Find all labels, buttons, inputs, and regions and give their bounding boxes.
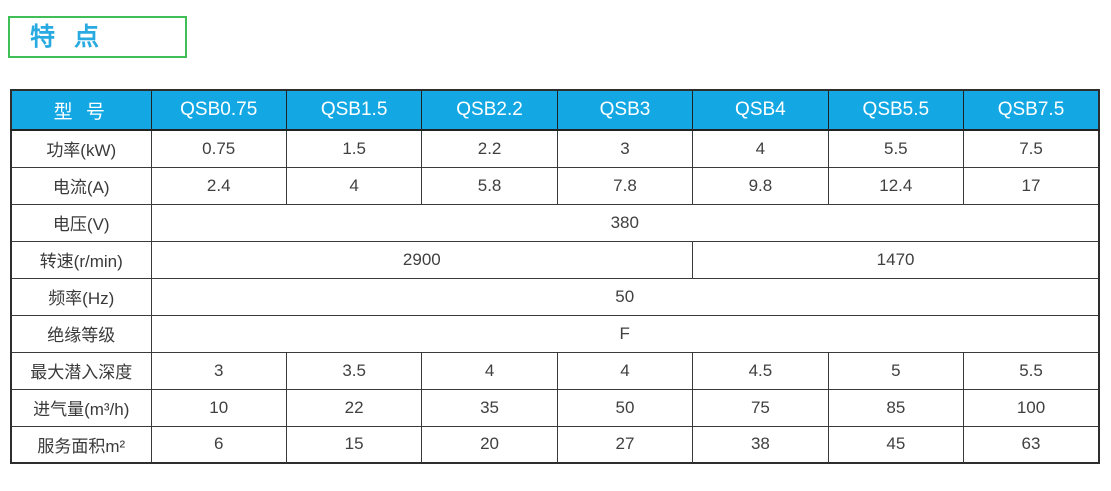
- header-model-qsb1-5: QSB1.5: [285, 89, 423, 131]
- cell-service-area: 20: [421, 425, 558, 464]
- cell-power: 7.5: [963, 129, 1100, 168]
- table-row-voltage: 电压(V) 380: [10, 203, 1100, 242]
- table-header-row: 型 号 QSB0.75 QSB1.5 QSB2.2 QSB3 QSB4 QSB5…: [10, 89, 1100, 131]
- row-label-air-intake: 进气量(m³/h): [10, 388, 152, 427]
- cell-max-depth: 5.5: [963, 351, 1100, 390]
- cell-voltage-merged: 380: [150, 203, 1100, 242]
- cell-service-area: 6: [150, 425, 287, 464]
- cell-current: 9.8: [692, 166, 829, 205]
- cell-speed-2900: 2900: [150, 240, 694, 279]
- table-row-current: 电流(A) 2.4 4 5.8 7.8 9.8 12.4 17: [10, 166, 1100, 205]
- table-row-max-depth: 最大潜入深度 3 3.5 4 4 4.5 5 5.5: [10, 351, 1100, 390]
- cell-air-intake: 35: [421, 388, 558, 427]
- cell-max-depth: 4.5: [692, 351, 829, 390]
- section-title: 特 点: [30, 22, 105, 51]
- cell-power: 3: [556, 129, 694, 168]
- row-label-max-depth: 最大潜入深度: [10, 351, 152, 390]
- header-model-qsb5-5: QSB5.5: [827, 89, 965, 131]
- header-model-label: 型 号: [10, 89, 152, 131]
- cell-frequency-merged: 50: [150, 277, 1100, 316]
- header-model-qsb4: QSB4: [692, 89, 829, 131]
- cell-air-intake: 22: [285, 388, 423, 427]
- cell-power: 2.2: [421, 129, 558, 168]
- header-model-qsb2-2: QSB2.2: [421, 89, 558, 131]
- row-label-current: 电流(A): [10, 166, 152, 205]
- cell-max-depth: 3.5: [285, 351, 423, 390]
- cell-service-area: 15: [285, 425, 423, 464]
- cell-max-depth: 3: [150, 351, 287, 390]
- cell-max-depth: 4: [556, 351, 694, 390]
- cell-power: 1.5: [285, 129, 423, 168]
- cell-service-area: 45: [827, 425, 965, 464]
- header-model-qsb0-75: QSB0.75: [150, 89, 287, 131]
- cell-power: 5.5: [827, 129, 965, 168]
- cell-insulation-merged: F: [150, 314, 1100, 353]
- table-row-power: 功率(kW) 0.75 1.5 2.2 3 4 5.5 7.5: [10, 129, 1100, 168]
- table-row-air-intake: 进气量(m³/h) 10 22 35 50 75 85 100: [10, 388, 1100, 427]
- table-row-frequency: 频率(Hz) 50: [10, 277, 1100, 316]
- row-label-insulation: 绝缘等级: [10, 314, 152, 353]
- cell-air-intake: 50: [556, 388, 694, 427]
- cell-power: 4: [692, 129, 829, 168]
- cell-service-area: 27: [556, 425, 694, 464]
- header-model-qsb7-5: QSB7.5: [963, 89, 1100, 131]
- cell-current: 12.4: [827, 166, 965, 205]
- cell-speed-1470: 1470: [692, 240, 1100, 279]
- cell-power: 0.75: [150, 129, 287, 168]
- cell-air-intake: 100: [963, 388, 1100, 427]
- cell-air-intake: 75: [692, 388, 829, 427]
- cell-air-intake: 85: [827, 388, 965, 427]
- cell-current: 4: [285, 166, 423, 205]
- table-row-speed: 转速(r/min) 2900 1470: [10, 240, 1100, 279]
- cell-current: 5.8: [421, 166, 558, 205]
- cell-current: 7.8: [556, 166, 694, 205]
- cell-service-area: 38: [692, 425, 829, 464]
- row-label-voltage: 电压(V): [10, 203, 152, 242]
- row-label-service-area: 服务面积m²: [10, 425, 152, 464]
- row-label-power: 功率(kW): [10, 129, 152, 168]
- cell-service-area: 63: [963, 425, 1100, 464]
- cell-current: 2.4: [150, 166, 287, 205]
- row-label-speed: 转速(r/min): [10, 240, 152, 279]
- cell-max-depth: 4: [421, 351, 558, 390]
- table-row-service-area: 服务面积m² 6 15 20 27 38 45 63: [10, 425, 1100, 464]
- header-model-qsb3: QSB3: [556, 89, 694, 131]
- section-title-box: 特 点: [8, 16, 187, 58]
- table-row-insulation: 绝缘等级 F: [10, 314, 1100, 353]
- cell-air-intake: 10: [150, 388, 287, 427]
- cell-max-depth: 5: [827, 351, 965, 390]
- row-label-frequency: 频率(Hz): [10, 277, 152, 316]
- cell-current: 17: [963, 166, 1100, 205]
- spec-table: 型 号 QSB0.75 QSB1.5 QSB2.2 QSB3 QSB4 QSB5…: [10, 89, 1100, 464]
